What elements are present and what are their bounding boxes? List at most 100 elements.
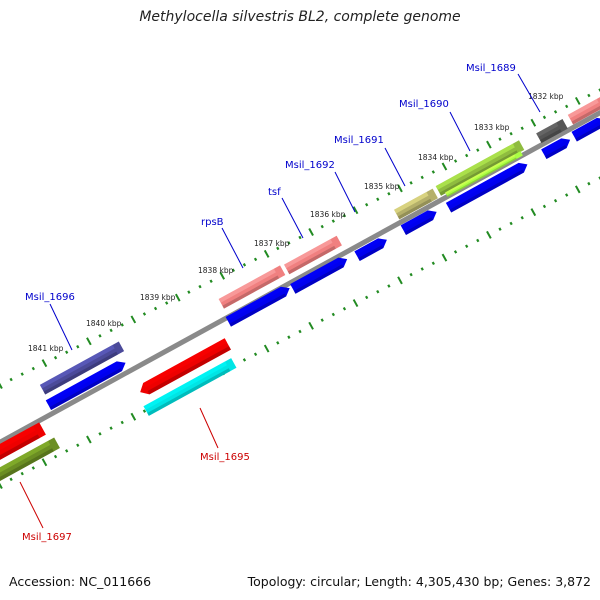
lower-scale-tick (453, 250, 458, 254)
lower-scale-tick (387, 284, 391, 288)
lower-scale-tick (242, 358, 247, 362)
lower-scale-tick (287, 335, 291, 339)
upper-scale-tick (376, 197, 380, 202)
lower-scale-tick (376, 289, 380, 294)
lower-scale-tick (352, 299, 359, 308)
lower-scale-tick (53, 454, 58, 459)
lower-scale-tick (298, 329, 302, 334)
lower-scale-tick (587, 181, 591, 186)
lower-scale-tick (441, 253, 448, 262)
upper-scale-tick (263, 249, 270, 258)
upper-scale-tick (476, 148, 480, 152)
gene-msil-1697-red (0, 422, 46, 462)
lower-scale-tick (31, 466, 35, 470)
lower-scale-tick (420, 267, 424, 271)
gene-label-leader (49, 303, 73, 351)
upper-scale-tick (553, 110, 558, 114)
kbp-label: 1836 kbp (310, 210, 346, 219)
cds-msil-1691 (400, 210, 437, 235)
upper-scale-tick (253, 257, 258, 262)
gene-label-leader (221, 227, 244, 269)
upper-scale-tick (153, 306, 158, 311)
gene-msil-1691 (394, 188, 438, 220)
upper-scale-tick (86, 337, 92, 346)
upper-scale-tick (320, 224, 324, 229)
upper-scale-tick (409, 181, 413, 185)
kbp-label: 1832 kbp (528, 92, 564, 101)
upper-scale-tick (98, 334, 102, 338)
lower-scale-tick (520, 216, 524, 220)
gene-label: Msil_1689 (466, 63, 516, 74)
upper-scale-tick (486, 140, 492, 149)
lower-scale-tick (9, 477, 13, 482)
lower-scale-tick (308, 321, 314, 330)
kbp-label: 1840 kbp (86, 319, 122, 328)
upper-scale-tick (109, 328, 113, 333)
lower-scale-tick (320, 318, 324, 322)
lower-scale-tick (142, 409, 147, 413)
lower-scale-tick (553, 198, 558, 203)
gene-label: rpsB (201, 217, 224, 228)
lower-scale-tick (120, 420, 124, 425)
gene-label: tsf (268, 187, 281, 198)
gene-label: Msil_1696 (25, 292, 75, 303)
gene-msil-1696 (39, 341, 125, 395)
upper-scale-tick (298, 235, 302, 240)
gene-msil-1689 (536, 118, 568, 144)
upper-scale-tick (76, 345, 80, 349)
upper-scale-tick (198, 284, 202, 289)
lower-scale-tick (476, 238, 480, 243)
genome-stats: Topology: circular; Length: 4,305,430 bp… (247, 574, 591, 589)
upper-scale-tick (308, 228, 314, 237)
upper-scale-tick (520, 126, 524, 130)
lower-scale-tick (98, 432, 102, 436)
lower-scale-tick (0, 482, 3, 489)
upper-scale-tick (0, 382, 3, 389)
lower-scale-tick (41, 458, 48, 467)
cds-msil-1688 (571, 117, 600, 142)
lower-scale-tick (263, 344, 270, 353)
upper-scale-tick (165, 301, 169, 305)
upper-scale-tick (387, 192, 391, 196)
upper-scale-tick (331, 219, 335, 223)
cds-msil-1692 (354, 238, 387, 262)
lower-scale-tick (86, 435, 92, 444)
upper-scale-tick (530, 118, 537, 127)
upper-scale-tick (53, 355, 58, 360)
upper-scale-tick (187, 290, 191, 294)
gene-label: Msil_1695 (200, 452, 250, 463)
upper-scale-tick (174, 293, 181, 302)
upper-scale-tick (565, 104, 569, 109)
lower-scale-tick (509, 221, 513, 226)
gene-msil-1697 (0, 437, 60, 487)
lower-scale-tick (342, 307, 347, 311)
kbp-label: 1837 kbp (254, 239, 290, 248)
upper-scale-tick (342, 213, 347, 218)
kbp-labels: 1832 kbp 1833 kbp 1834 kbp 1835 kbp 1836 kbp… (28, 92, 564, 353)
cds-msil-1690 (445, 162, 528, 213)
upper-scale-tick (65, 350, 69, 354)
upper-scale-tick (219, 271, 226, 280)
kbp-label: 1834 kbp (418, 153, 454, 162)
lower-scale-tick (331, 312, 335, 317)
lower-scale-tick (431, 261, 435, 266)
gene-rpsb (218, 265, 286, 309)
upper-scale-tick (287, 241, 291, 245)
lower-scale-tick (498, 227, 502, 231)
upper-scale-tick (231, 268, 235, 273)
cds-msil-1696 (45, 361, 126, 411)
gene-label: Msil_1692 (285, 160, 335, 171)
gene-label-leader (384, 147, 406, 187)
cds-msil-1695 (143, 358, 237, 416)
cds-tsf (290, 257, 348, 294)
lower-scale-tick (397, 276, 403, 285)
lower-scale-tick (465, 244, 469, 248)
gene-label-leader (19, 481, 44, 529)
gene-label-leader (199, 407, 219, 449)
upper-scale-tick (242, 263, 247, 267)
accession-text: Accession: NC_011666 (9, 574, 152, 589)
gene-tsf (284, 235, 342, 275)
upper-scale-tick (9, 377, 13, 382)
lower-scale-tick (130, 412, 137, 421)
